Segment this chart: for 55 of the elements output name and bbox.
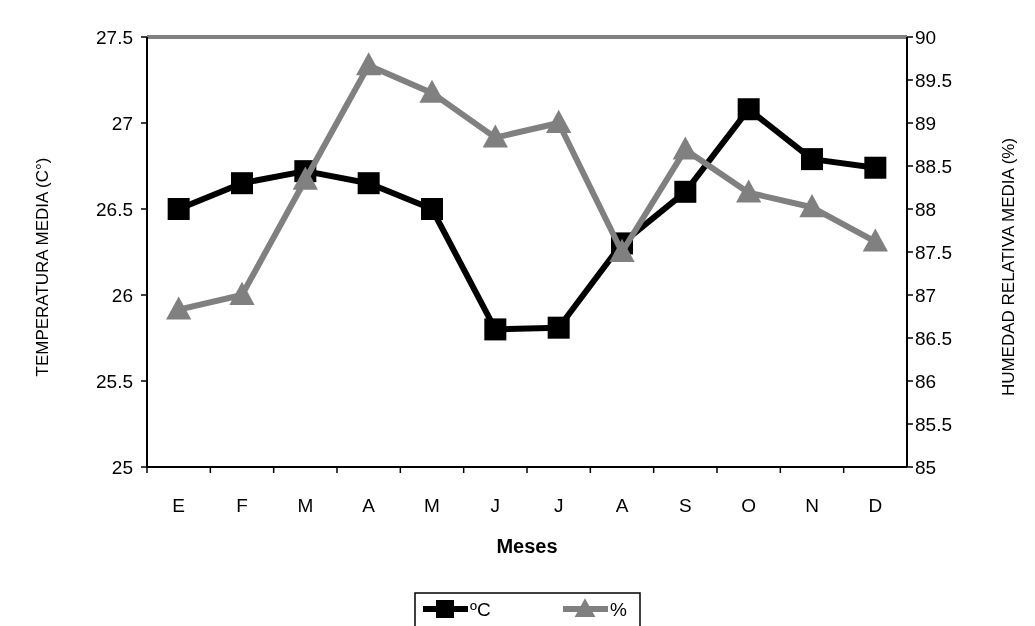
- legend-label: ºC: [470, 599, 491, 620]
- y2-axis-title: HUMEDAD RELATIVA MEDIA (%): [999, 137, 1018, 397]
- y-tick-label: 25: [111, 457, 133, 478]
- y2-tick-label: 87: [915, 285, 937, 306]
- point: [547, 316, 570, 339]
- y2-tick-label: 86: [915, 371, 937, 392]
- y2-tick-label: 87.5: [915, 242, 952, 263]
- point: [736, 179, 762, 203]
- y-tick-label: 27: [111, 113, 133, 134]
- x-tick-label: A: [362, 495, 376, 516]
- point: [292, 166, 318, 190]
- point: [801, 148, 823, 171]
- y2-tick-label: 85: [915, 457, 937, 478]
- point: [737, 98, 760, 121]
- x-tick-label: A: [615, 495, 629, 516]
- point: [674, 180, 697, 203]
- point: [231, 172, 253, 195]
- y2-tick-label: 86.5: [915, 328, 952, 349]
- point: [546, 109, 572, 133]
- y2-tick-label: 89.5: [915, 70, 952, 91]
- point: [672, 136, 698, 160]
- x-tick-label: O: [741, 495, 757, 516]
- y2-tick-label: 88.5: [915, 156, 952, 177]
- point: [356, 52, 382, 76]
- y2-tick-label: 89: [915, 113, 937, 134]
- point: [421, 198, 443, 220]
- y-axis-title: TEMPERATURA MEDIA (C°): [33, 157, 52, 377]
- x-tick-label: F: [236, 495, 248, 516]
- y-tick-label: 27.5: [96, 27, 133, 48]
- point: [862, 228, 888, 252]
- y2-tick-label: 85.5: [915, 414, 952, 435]
- x-tick-label: M: [297, 495, 314, 516]
- x-axis-title: Meses: [496, 535, 558, 557]
- y2-tick-label: 90: [915, 27, 937, 48]
- x-tick-label: N: [805, 495, 819, 516]
- y-tick-label: 26.5: [96, 199, 133, 220]
- x-tick-label: J: [490, 495, 501, 516]
- x-tick-label: J: [553, 495, 564, 516]
- y2-tick-label: 88: [915, 199, 937, 220]
- x-tick-label: E: [172, 495, 186, 516]
- y-tick-label: 26: [111, 285, 133, 306]
- point: [166, 296, 192, 320]
- point: [484, 318, 507, 341]
- point: [609, 238, 635, 262]
- point: [799, 194, 825, 218]
- point: [482, 124, 508, 148]
- legend-label: %: [610, 599, 627, 620]
- point: [864, 156, 887, 179]
- x-tick-label: S: [678, 495, 692, 516]
- x-tick-label: M: [424, 495, 440, 516]
- x-tick-label: D: [868, 495, 883, 516]
- point: [167, 198, 190, 220]
- point: [229, 281, 255, 305]
- y-tick-label: 25.5: [96, 371, 133, 392]
- point: [357, 172, 380, 195]
